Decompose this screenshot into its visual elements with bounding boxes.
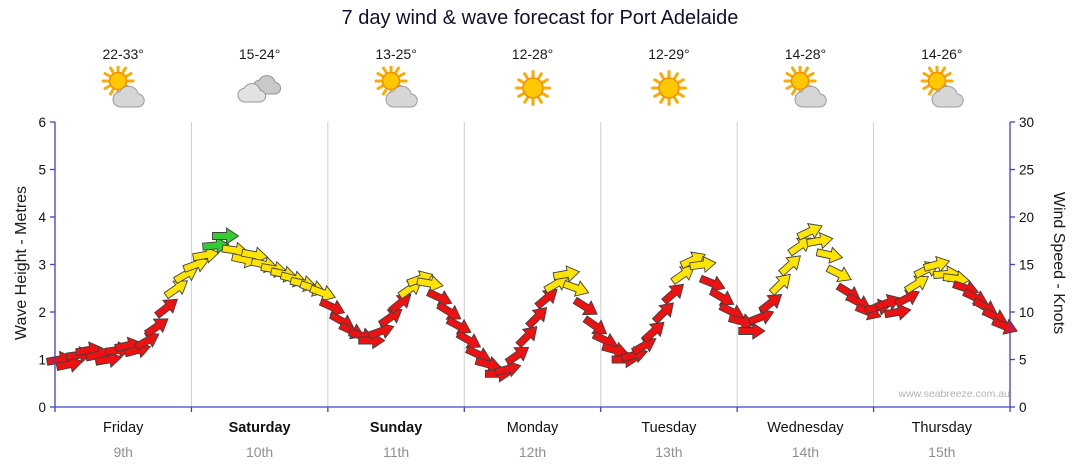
sun-icon xyxy=(645,66,693,110)
wind-arrow xyxy=(738,322,766,340)
day-temp-range: 12-29° xyxy=(648,46,690,62)
wind-arrow xyxy=(133,332,160,351)
wind-arrow xyxy=(630,337,657,356)
wind-arrow xyxy=(922,255,951,273)
wind-arrow xyxy=(768,273,791,296)
wind-arrow xyxy=(388,293,412,315)
wind-arrow xyxy=(525,307,548,330)
day-name-label: Thursday xyxy=(911,420,973,436)
day-temp-range: 22-33° xyxy=(102,46,144,62)
wind-arrow xyxy=(494,360,522,378)
axis-tick-labels: 0 1 2 3 4 5 6 0 5 10 15 20 25 30 xyxy=(38,115,1034,415)
wind-arrow xyxy=(192,246,220,264)
svg-text:5: 5 xyxy=(38,163,46,178)
wind-arrow xyxy=(515,326,538,349)
wind-arrow xyxy=(416,274,444,293)
wind-arrow xyxy=(212,227,240,245)
wind-arrow xyxy=(641,321,665,343)
day-date-label: 13th xyxy=(655,444,683,460)
svg-text:5: 5 xyxy=(1019,353,1027,368)
svg-text:25: 25 xyxy=(1019,163,1034,178)
svg-text:0: 0 xyxy=(1019,400,1027,415)
svg-text:30: 30 xyxy=(1019,115,1034,130)
day-temp-range: 14-28° xyxy=(784,46,827,62)
day-date-label: 14th xyxy=(791,444,820,460)
day-temp-range: 13-25° xyxy=(375,46,417,62)
wind-arrow xyxy=(758,293,783,314)
wind-arrows xyxy=(45,223,1018,383)
wind-arrow xyxy=(883,303,912,321)
sun-cloud-icon xyxy=(918,64,966,110)
day-name-label: Sunday xyxy=(369,420,423,436)
day-name-label: Wednesday xyxy=(767,420,844,436)
day-date-label: 10th xyxy=(245,444,274,460)
wind-arrow xyxy=(796,223,823,241)
wind-arrow xyxy=(154,298,178,319)
day-name-label: Monday xyxy=(506,420,559,436)
day-temp-range: 14-26° xyxy=(921,46,963,62)
day-date-label: 15th xyxy=(928,444,956,460)
wind-arrow xyxy=(377,308,403,328)
sun-cloud-icon xyxy=(372,64,420,110)
day-name-label: Friday xyxy=(103,420,144,436)
wind-arrow xyxy=(893,289,920,308)
wind-arrow xyxy=(670,266,695,285)
day-date-label: 12th xyxy=(518,444,547,460)
day-temp-range: 12-28° xyxy=(511,46,554,62)
svg-text:4: 4 xyxy=(38,210,46,225)
sun-icon xyxy=(509,66,557,110)
wind-arrow xyxy=(309,284,336,302)
wind-arrow xyxy=(562,279,590,297)
wind-arrow xyxy=(903,275,930,294)
wind-arrow xyxy=(806,231,834,250)
svg-text:0: 0 xyxy=(38,400,46,415)
clouds-icon xyxy=(236,66,284,110)
wind-arrow xyxy=(163,280,189,300)
wind-arrow xyxy=(367,322,395,340)
svg-text:3: 3 xyxy=(38,258,46,273)
wind-arrow xyxy=(825,264,852,283)
day-temp-range: 15-24° xyxy=(238,46,281,62)
wind-arrow xyxy=(455,330,482,349)
wind-arrow xyxy=(698,274,726,292)
svg-text:10: 10 xyxy=(1019,305,1034,320)
day-date-label: 9th xyxy=(113,444,133,460)
wind-arrow xyxy=(534,288,558,310)
svg-text:2: 2 xyxy=(38,305,46,320)
day-name-label: Tuesday xyxy=(641,420,697,436)
wind-arrow xyxy=(689,255,717,274)
wind-arrow xyxy=(778,255,801,277)
wind-arrow xyxy=(747,308,775,326)
wind-arrow xyxy=(144,318,169,338)
wind-arrow xyxy=(651,302,674,325)
day-name-label: Saturday xyxy=(228,420,291,436)
sun-cloud-icon xyxy=(99,64,147,110)
svg-text:20: 20 xyxy=(1019,210,1034,225)
svg-text:6: 6 xyxy=(38,115,46,130)
watermark: www.seabreeze.com.au xyxy=(898,388,1010,400)
wind-arrow xyxy=(815,246,844,264)
wind-arrow xyxy=(504,346,530,366)
wind-arrow xyxy=(318,298,346,316)
wind-arrow xyxy=(572,296,598,316)
day-date-label: 11th xyxy=(382,444,410,460)
wind-arrow xyxy=(708,287,735,306)
sun-cloud-icon xyxy=(781,64,829,110)
wind-arrow xyxy=(661,283,685,305)
svg-text:15: 15 xyxy=(1019,258,1034,273)
day-gridlines xyxy=(190,122,875,407)
chart-title: 7 day wind & wave forecast for Port Adel… xyxy=(341,7,739,29)
svg-text:1: 1 xyxy=(38,353,46,368)
wind-arrow xyxy=(552,265,581,283)
